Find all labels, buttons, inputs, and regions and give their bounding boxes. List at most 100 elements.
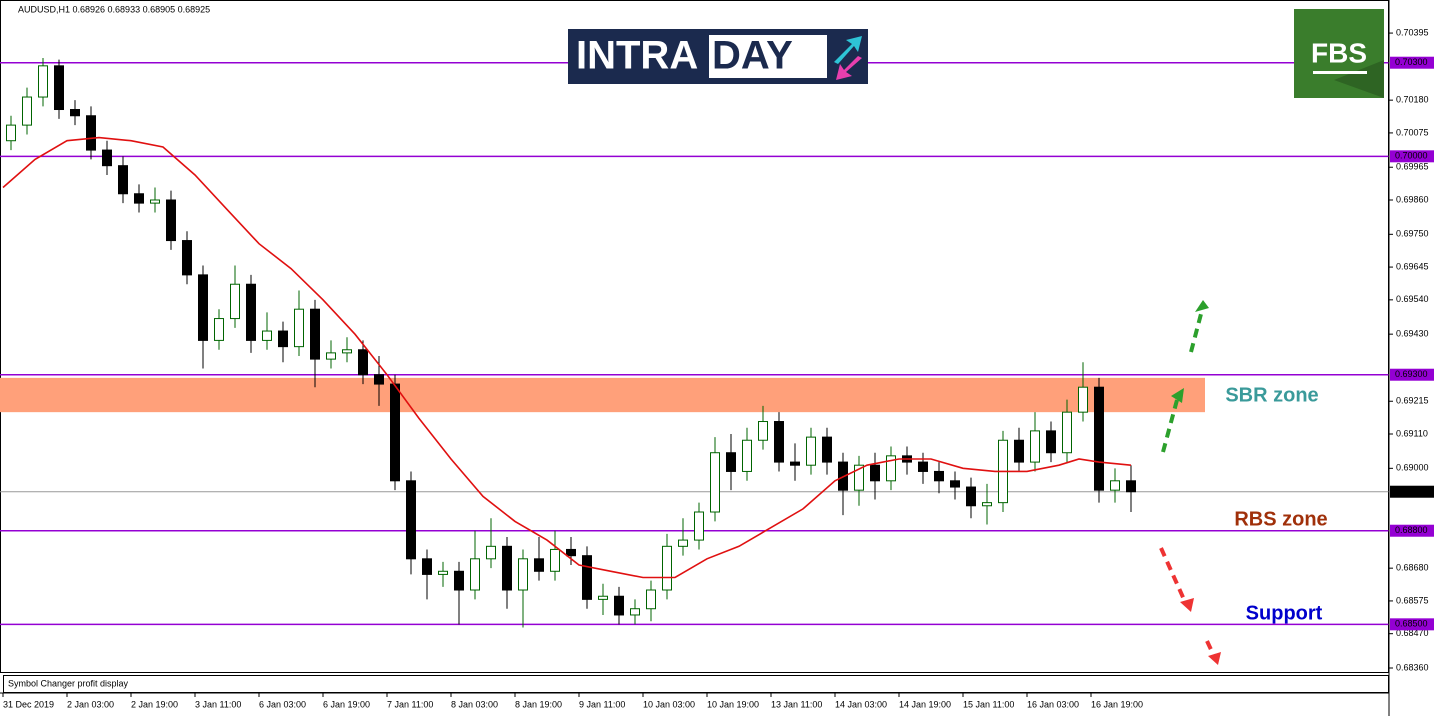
- x-tick-label: 16 Jan 19:00: [1091, 699, 1143, 709]
- candle-body: [886, 455, 896, 482]
- current-price-box: [1390, 485, 1434, 498]
- y-tick-label: 0.68360: [1396, 662, 1429, 672]
- x-tick-label: 2 Jan 19:00: [131, 699, 178, 709]
- level-label: 0.68800: [1395, 525, 1428, 535]
- candle-body: [1030, 430, 1040, 463]
- candle-body: [550, 548, 560, 572]
- x-tick-label: 3 Jan 11:00: [195, 699, 241, 709]
- candle-body: [1062, 411, 1072, 454]
- x-tick-label: 6 Jan 03:00: [259, 699, 306, 709]
- candle-body: [1046, 430, 1056, 454]
- candle-body: [438, 570, 448, 575]
- x-tick-label: 10 Jan 03:00: [643, 699, 695, 709]
- level-label: 0.68500: [1395, 619, 1428, 629]
- candle-body: [870, 464, 880, 482]
- y-tick-label: 0.69430: [1396, 329, 1429, 339]
- level-label-box: [1390, 618, 1434, 631]
- candle-body: [662, 545, 672, 591]
- candle-body: [166, 199, 176, 242]
- current-price-label: 0.68925: [1395, 486, 1428, 496]
- candle-body: [614, 595, 624, 616]
- intraday-logo: INTRA DAY: [568, 29, 868, 84]
- candle-body: [742, 439, 752, 472]
- candle-body: [710, 452, 720, 513]
- y-tick-label: 0.69860: [1396, 194, 1429, 204]
- candle-body: [694, 511, 704, 541]
- moving-average: [2, 136, 1132, 579]
- y-tick-label: 0.70395: [1396, 27, 1429, 37]
- candle-body: [230, 283, 240, 320]
- y-tick-label: 0.69000: [1396, 463, 1429, 473]
- x-tick-label: 13 Jan 11:00: [771, 699, 822, 709]
- annotation: Support: [1246, 602, 1323, 624]
- logo-text: INTRA: [576, 34, 698, 78]
- y-tick-label: 0.68470: [1396, 628, 1429, 638]
- candle-body: [54, 65, 64, 111]
- x-tick-label: 7 Jan 11:00: [387, 699, 433, 709]
- candle-body: [22, 96, 32, 126]
- y-tick-label: 0.69750: [1396, 229, 1429, 239]
- x-tick-label: 8 Jan 19:00: [515, 699, 562, 709]
- y-tick-label: 0.70075: [1396, 127, 1429, 137]
- candle-body: [374, 374, 384, 385]
- candle-body: [1110, 480, 1120, 491]
- y-tick-label: 0.69110: [1396, 428, 1428, 438]
- level-label-box: [1390, 524, 1434, 537]
- y-tick-label: 0.68680: [1396, 563, 1429, 573]
- candle-body: [214, 318, 224, 341]
- indicator-label: Symbol Changer profit display: [8, 678, 129, 688]
- candle-body: [342, 349, 352, 354]
- x-tick-label: 8 Jan 03:00: [451, 699, 498, 709]
- candle-body: [262, 330, 272, 341]
- candle-body: [198, 274, 208, 341]
- candle-body: [70, 109, 80, 117]
- candle-body: [918, 461, 928, 472]
- candle-body: [518, 558, 528, 591]
- plot-area: [0, 58, 1389, 628]
- logo-text: DAY: [712, 34, 793, 78]
- candle-body: [534, 558, 544, 572]
- candle-body: [726, 452, 736, 472]
- candle-body: [406, 480, 416, 560]
- annotation: RBS zone: [1234, 508, 1327, 530]
- candle-body: [678, 539, 688, 547]
- symbol-header: AUDUSD,H1 0.68926 0.68933 0.68905 0.6892…: [18, 4, 210, 14]
- candle-body: [246, 283, 256, 341]
- candle-body: [1094, 386, 1104, 491]
- candle-body: [934, 470, 944, 482]
- level-label: 0.69300: [1395, 369, 1428, 379]
- x-tick-label: 16 Jan 03:00: [1027, 699, 1079, 709]
- candle-body: [310, 308, 320, 360]
- x-tick-label: 14 Jan 03:00: [835, 699, 887, 709]
- fbs-text: FBS: [1311, 37, 1367, 68]
- candle-body: [182, 240, 192, 276]
- x-tick-label: 31 Dec 2019: [3, 699, 54, 709]
- candle-body: [358, 349, 368, 376]
- candle-body: [326, 352, 336, 360]
- candle-body: [502, 545, 512, 591]
- x-tick-label: 9 Jan 11:00: [579, 699, 625, 709]
- x-tick-label: 14 Jan 19:00: [899, 699, 951, 709]
- arrow-up: [1161, 300, 1209, 453]
- level-label-box: [1390, 368, 1434, 381]
- plot-frame: [0, 0, 1389, 673]
- x-tick-label: 15 Jan 11:00: [963, 699, 1014, 709]
- x-tick-label: 10 Jan 19:00: [707, 699, 759, 709]
- candle-body: [774, 421, 784, 463]
- candle-body: [422, 558, 432, 575]
- y-tick-label: 0.69540: [1396, 294, 1429, 304]
- candle-body: [486, 545, 496, 560]
- x-tick-label: 2 Jan 03:00: [67, 699, 114, 709]
- indicator-panel: [3, 675, 1389, 693]
- candle-body: [630, 608, 640, 616]
- candle-body: [966, 486, 976, 507]
- y-tick-label: 0.69645: [1396, 261, 1429, 271]
- candle-body: [38, 65, 48, 98]
- candle-body: [1078, 386, 1088, 413]
- candle-body: [646, 589, 656, 610]
- candle-body: [102, 149, 112, 167]
- candle-body: [854, 464, 864, 491]
- candle-body: [822, 436, 832, 463]
- candle-body: [566, 548, 576, 557]
